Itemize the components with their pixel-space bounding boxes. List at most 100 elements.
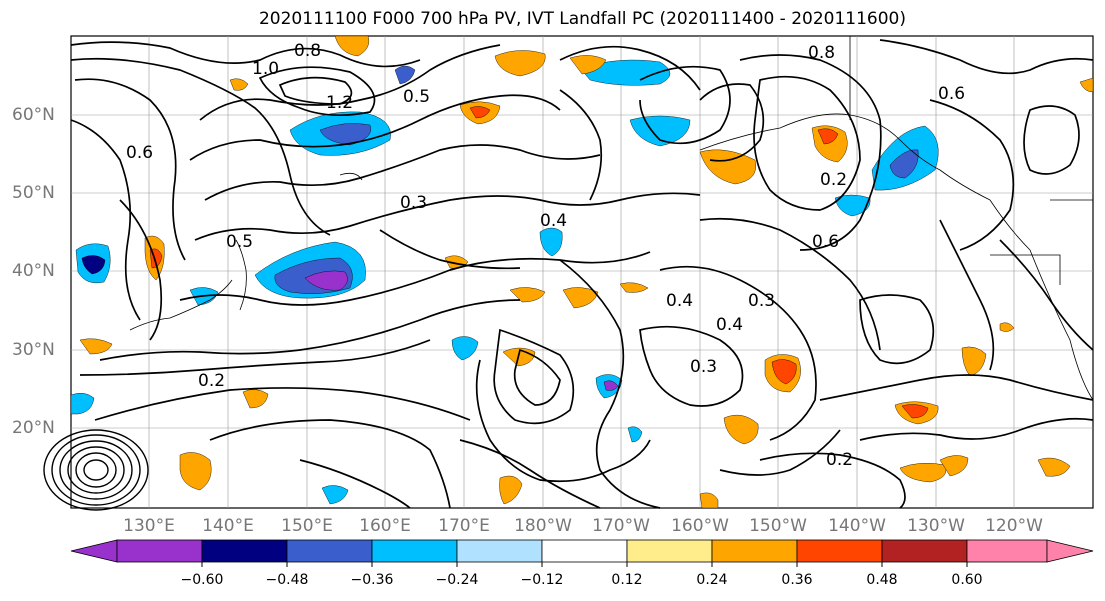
colorbar-swatch — [881, 539, 968, 563]
contour-label: 1.0 — [252, 59, 279, 79]
anomaly-red — [817, 128, 839, 145]
anomaly-orange — [999, 322, 1015, 332]
lon-label: 160°W — [671, 516, 729, 536]
contour-label: 0.6 — [812, 232, 839, 252]
colorbar-tick-label: −0.36 — [350, 572, 394, 588]
colorbar-swatch — [711, 539, 798, 563]
colorbar-tick-label: 0.60 — [951, 572, 983, 588]
anomaly-orange — [179, 452, 212, 491]
colorbar-swatch — [286, 539, 373, 563]
colorbar-tick-label: 0.24 — [696, 572, 728, 588]
anomaly-blue — [834, 194, 871, 217]
colorbar-swatch — [371, 539, 458, 563]
colorbar-ticks — [201, 562, 968, 567]
anomaly-orange — [1037, 457, 1071, 477]
anomaly-orange — [699, 492, 719, 509]
contour-labels: 0.8 1.0 1.2 0.5 0.6 0.3 0.4 0.2 0.8 0.6 … — [126, 41, 965, 470]
anomaly-red — [901, 404, 929, 419]
colorbar-swatch — [796, 539, 883, 563]
contour-label: 0.8 — [808, 43, 835, 63]
colorbar-swatch — [116, 539, 203, 563]
contour-label: 0.4 — [666, 291, 693, 311]
anomaly-blue — [539, 227, 563, 257]
lon-label: 170°E — [438, 516, 490, 536]
contour-label: 1.2 — [326, 93, 353, 113]
anomaly-blue — [394, 65, 416, 85]
contour-label: 0.2 — [820, 170, 847, 190]
anomaly-purple — [304, 270, 348, 291]
contour-label: 0.3 — [748, 291, 775, 311]
anomaly-orange — [723, 414, 759, 445]
colorbar-tick-label: −0.60 — [180, 572, 224, 588]
anomaly-navy — [81, 255, 106, 275]
lon-label: 130°E — [123, 516, 175, 536]
contour-label: 0.6 — [126, 143, 153, 163]
gridlines — [71, 36, 1093, 508]
colorbar-tick-label: 0.48 — [866, 572, 898, 588]
low-pressure-rings — [43, 429, 149, 511]
lat-label: 40°N — [12, 261, 55, 281]
colorbar-tick-label: −0.24 — [435, 572, 479, 588]
anomaly-orange — [494, 50, 546, 77]
lon-label: 140°W — [828, 516, 886, 536]
anomaly-blue — [451, 336, 479, 361]
colorbar — [70, 539, 1094, 563]
map-title: 2020111100 F000 700 hPa PV, IVT Landfall… — [258, 9, 906, 29]
colorbar-swatch — [201, 539, 288, 563]
anomaly-mid-blue — [889, 149, 919, 179]
colorbar-extend-min — [70, 539, 118, 563]
anomaly-red — [771, 359, 797, 385]
contour-label: 0.8 — [294, 41, 321, 61]
contour-label: 0.4 — [716, 315, 743, 335]
colorbar-tick-label: −0.12 — [520, 572, 564, 588]
anomaly-orange — [242, 389, 269, 409]
lon-label: 160°E — [359, 516, 411, 536]
colorbar-swatch — [626, 539, 713, 563]
anomaly-orange — [499, 475, 523, 505]
anomaly-orange — [619, 282, 649, 293]
plot-background — [70, 35, 1094, 509]
anomaly-orange — [699, 149, 756, 185]
anomaly-orange — [79, 338, 113, 355]
contour-label: 0.3 — [690, 357, 717, 377]
anomaly-purple — [603, 380, 619, 391]
lat-label: 20°N — [12, 418, 55, 438]
contour-label: 0.2 — [198, 371, 225, 391]
anomaly-orange — [569, 55, 607, 75]
lon-label: 140°E — [202, 516, 254, 536]
lon-label: 170°W — [592, 516, 650, 536]
colorbar-tick-label: 0.12 — [611, 572, 643, 588]
anomaly-blue — [70, 392, 95, 415]
lon-label: 180°W — [514, 516, 572, 536]
anomaly-orange — [334, 35, 370, 57]
lat-label: 30°N — [12, 340, 55, 360]
anomaly-red — [469, 106, 491, 119]
anomaly-blue — [627, 426, 643, 443]
contour-label: 0.3 — [400, 193, 427, 213]
anomaly-orange — [229, 78, 249, 91]
anomaly-blue — [579, 59, 671, 86]
anomaly-orange — [1079, 77, 1094, 93]
contour-label: 0.6 — [938, 84, 965, 104]
colorbar-tick-label: 0.36 — [781, 572, 813, 588]
lat-label: 60°N — [12, 105, 55, 125]
anomaly-orange — [939, 455, 969, 477]
anomaly-orange — [562, 287, 599, 309]
colorbar-swatch — [456, 539, 543, 563]
anomaly-blue — [321, 485, 349, 505]
colorbar-swatch — [541, 539, 628, 563]
contour-label: 0.4 — [540, 211, 567, 231]
anomaly-orange — [509, 287, 546, 303]
colorbar-tick-label: −0.48 — [265, 572, 309, 588]
anomaly-mid-blue — [319, 123, 371, 146]
lon-label: 130°W — [907, 516, 965, 536]
lat-label: 50°N — [12, 183, 55, 203]
lon-label: 150°W — [749, 516, 807, 536]
lon-label: 150°E — [281, 516, 333, 536]
anomaly-orange — [899, 462, 947, 483]
pv-contours — [70, 39, 1094, 509]
coastlines — [129, 36, 1094, 401]
anomaly-orange — [961, 346, 987, 377]
contour-label: 0.5 — [226, 232, 253, 252]
